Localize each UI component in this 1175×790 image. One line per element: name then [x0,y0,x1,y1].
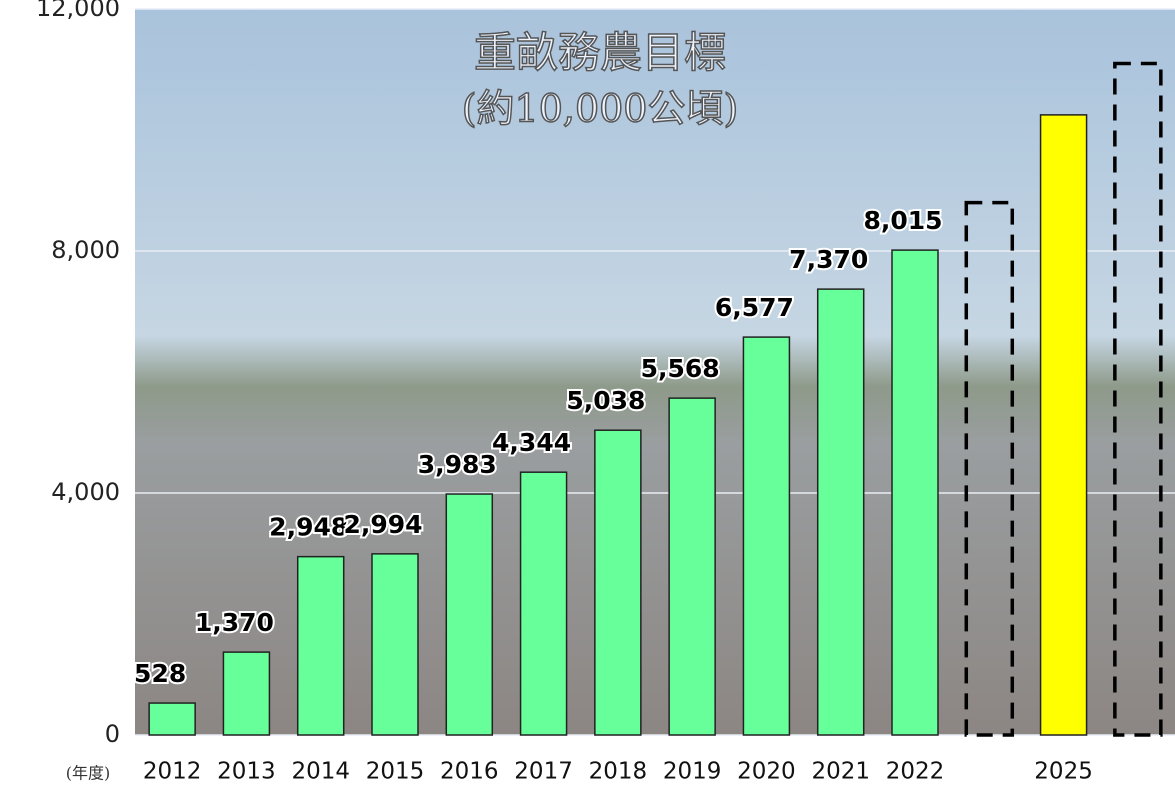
data-label: 3,983 [418,450,497,479]
bar [743,337,789,735]
data-label: 5,038 [566,386,645,415]
x-tick-label: 2013 [217,759,276,785]
annotation-title: 重畝務農目標 [474,28,726,77]
bar [595,430,641,735]
bar [1041,115,1087,735]
x-tick-label: 2016 [440,759,499,785]
x-axis-label: (年度) [66,764,111,783]
x-tick-label: 2020 [737,759,796,785]
bar [892,250,938,735]
y-tick-label: 4,000 [51,478,120,506]
x-tick-label: 2014 [291,759,350,785]
data-label: 7,370 [789,245,868,274]
data-label: 2,948 [269,513,348,542]
x-tick-label: 2018 [589,759,648,785]
x-tick-label: 2022 [886,759,945,785]
data-label: 5,568 [641,354,720,383]
data-label: 6,577 [715,293,794,322]
x-tick-label: 2021 [811,759,870,785]
bar [372,554,418,735]
bar [446,494,492,735]
x-tick-label: 2025 [1034,759,1093,785]
bar [223,652,269,735]
chart: 重畝務農目標 (約10,000公頃) (年度) 0 4,000 8,000 12,00… [0,0,1175,786]
data-label: 8,015 [863,206,942,235]
data-label: 4,344 [492,428,571,457]
x-tick-label: 2019 [663,759,722,785]
x-tick-label: 2015 [366,759,425,785]
bar [298,557,344,735]
data-label: 528 [134,659,186,688]
x-tick-label: 2017 [514,759,573,785]
bar [818,289,864,735]
data-label: 2,994 [343,510,422,539]
bar [149,703,195,735]
y-tick-label: 8,000 [51,236,120,264]
data-label: 1,370 [195,608,274,637]
annotation-subtitle: (約10,000公頃) [462,87,739,131]
x-tick-label: 2012 [143,759,202,785]
y-tick-label: 12,000 [36,0,120,22]
y-tick-label: 0 [105,720,120,748]
bar [669,398,715,735]
bar [521,472,567,735]
